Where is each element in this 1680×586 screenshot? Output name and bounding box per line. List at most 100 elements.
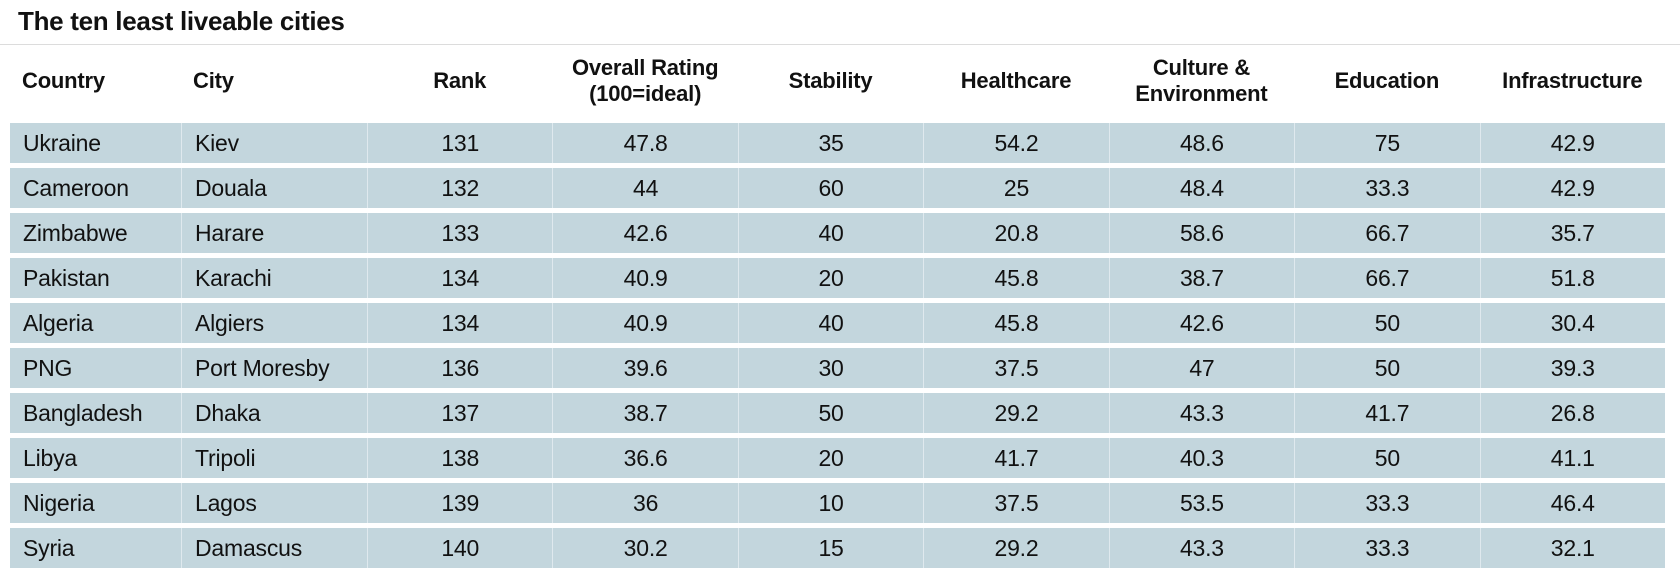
cell-infrastructure: 26.8 bbox=[1479, 393, 1665, 433]
cell-overall-rating: 39.6 bbox=[552, 348, 737, 388]
cell-city: Damascus bbox=[181, 528, 367, 568]
cell-culture-environment: 43.3 bbox=[1108, 528, 1294, 568]
cell-culture-environment: 40.3 bbox=[1108, 438, 1294, 478]
cell-country: PNG bbox=[23, 354, 73, 381]
title-divider bbox=[0, 44, 1680, 45]
column-header-rank: Rank bbox=[433, 68, 487, 93]
cell-overall-rating: 42.6 bbox=[552, 213, 737, 253]
cell-healthcare: 37.5 bbox=[923, 483, 1108, 523]
cell-education: 33.3 bbox=[1294, 168, 1479, 208]
cell-rank: 137 bbox=[367, 393, 552, 433]
column-header-culture-environment: Culture & Environment bbox=[1135, 55, 1268, 106]
cell-infrastructure: 41.1 bbox=[1479, 438, 1665, 478]
table-row-harare: Zimbabwe Harare 133 42.6 40 20.8 58.6 66.7 35.7 bbox=[10, 213, 1665, 253]
column-header-healthcare: Healthcare bbox=[960, 68, 1072, 93]
cell-city: Lagos bbox=[181, 483, 367, 523]
cell-overall-rating: 44 bbox=[552, 168, 737, 208]
table-row-algiers: Algeria Algiers 134 40.9 40 45.8 42.6 50 30.4 bbox=[10, 303, 1665, 343]
cell-education: 66.7 bbox=[1294, 213, 1479, 253]
cell-infrastructure: 46.4 bbox=[1479, 483, 1665, 523]
cell-rank: 132 bbox=[367, 168, 552, 208]
cell-country: Zimbabwe bbox=[23, 219, 128, 246]
cell-overall-rating: 30.2 bbox=[552, 528, 737, 568]
cell-stability: 40 bbox=[737, 213, 923, 253]
column-header-infrastructure: Infrastructure bbox=[1502, 68, 1643, 93]
cell-infrastructure: 30.4 bbox=[1479, 303, 1665, 343]
column-header-country: Country bbox=[22, 68, 105, 93]
cell-stability: 20 bbox=[737, 258, 923, 298]
cell-stability: 30 bbox=[737, 348, 923, 388]
cell-city: Algiers bbox=[181, 303, 367, 343]
cell-culture-environment: 47 bbox=[1108, 348, 1294, 388]
cell-country: Ukraine bbox=[23, 129, 101, 156]
cell-culture-environment: 43.3 bbox=[1108, 393, 1294, 433]
cell-city: Dhaka bbox=[181, 393, 367, 433]
cell-stability: 50 bbox=[737, 393, 923, 433]
cell-country: Syria bbox=[23, 534, 75, 561]
cell-education: 50 bbox=[1294, 438, 1479, 478]
cell-rank: 136 bbox=[367, 348, 552, 388]
cell-country: Bangladesh bbox=[23, 399, 143, 426]
cell-city: Douala bbox=[181, 168, 367, 208]
cell-stability: 35 bbox=[737, 123, 923, 163]
cell-country: Nigeria bbox=[23, 489, 95, 516]
cell-city: Karachi bbox=[181, 258, 367, 298]
table-row-dhaka: Bangladesh Dhaka 137 38.7 50 29.2 43.3 41.7 26.8 bbox=[10, 393, 1665, 433]
cell-healthcare: 20.8 bbox=[923, 213, 1108, 253]
cell-healthcare: 29.2 bbox=[923, 528, 1108, 568]
cell-culture-environment: 48.6 bbox=[1108, 123, 1294, 163]
cell-rank: 138 bbox=[367, 438, 552, 478]
cell-country: Cameroon bbox=[23, 174, 129, 201]
cell-infrastructure: 42.9 bbox=[1479, 168, 1665, 208]
table-body: Ukraine Kiev 131 47.8 35 54.2 48.6 75 42.9 Camero… bbox=[10, 123, 1665, 568]
cell-healthcare: 37.5 bbox=[923, 348, 1108, 388]
cell-country: Pakistan bbox=[23, 264, 110, 291]
cell-country: Libya bbox=[23, 444, 77, 471]
cell-rank: 133 bbox=[367, 213, 552, 253]
cell-rank: 140 bbox=[367, 528, 552, 568]
cell-city: Port Moresby bbox=[181, 348, 367, 388]
cell-city: Tripoli bbox=[181, 438, 367, 478]
cell-healthcare: 25 bbox=[923, 168, 1108, 208]
cell-infrastructure: 32.1 bbox=[1479, 528, 1665, 568]
cell-education: 33.3 bbox=[1294, 528, 1479, 568]
cell-stability: 40 bbox=[737, 303, 923, 343]
column-header-stability: Stability bbox=[788, 68, 873, 93]
cell-overall-rating: 40.9 bbox=[552, 303, 737, 343]
cell-education: 75 bbox=[1294, 123, 1479, 163]
cell-overall-rating: 47.8 bbox=[552, 123, 737, 163]
cell-education: 41.7 bbox=[1294, 393, 1479, 433]
column-header-city: City bbox=[193, 68, 234, 93]
table-row-douala: Cameroon Douala 132 44 60 25 48.4 33.3 42.9 bbox=[10, 168, 1665, 208]
table-row-kiev: Ukraine Kiev 131 47.8 35 54.2 48.6 75 42.9 bbox=[10, 123, 1665, 163]
cell-infrastructure: 35.7 bbox=[1479, 213, 1665, 253]
cell-infrastructure: 39.3 bbox=[1479, 348, 1665, 388]
cell-overall-rating: 38.7 bbox=[552, 393, 737, 433]
cell-stability: 10 bbox=[737, 483, 923, 523]
cell-overall-rating: 40.9 bbox=[552, 258, 737, 298]
cell-education: 33.3 bbox=[1294, 483, 1479, 523]
cell-overall-rating: 36 bbox=[552, 483, 737, 523]
cell-healthcare: 54.2 bbox=[923, 123, 1108, 163]
cell-culture-environment: 48.4 bbox=[1108, 168, 1294, 208]
cell-rank: 134 bbox=[367, 303, 552, 343]
cell-rank: 139 bbox=[367, 483, 552, 523]
table-row-tripoli: Libya Tripoli 138 36.6 20 41.7 40.3 50 41.1 bbox=[10, 438, 1665, 478]
cell-healthcare: 45.8 bbox=[923, 303, 1108, 343]
table-row-karachi: Pakistan Karachi 134 40.9 20 45.8 38.7 66.7 51.8 bbox=[10, 258, 1665, 298]
cell-city: Kiev bbox=[181, 123, 367, 163]
cell-overall-rating: 36.6 bbox=[552, 438, 737, 478]
cell-healthcare: 41.7 bbox=[923, 438, 1108, 478]
cell-rank: 134 bbox=[367, 258, 552, 298]
cell-education: 66.7 bbox=[1294, 258, 1479, 298]
table-row-damascus: Syria Damascus 140 30.2 15 29.2 43.3 33.3 32.1 bbox=[10, 528, 1665, 568]
cell-stability: 20 bbox=[737, 438, 923, 478]
figure-title: The ten least liveable cities bbox=[18, 6, 345, 36]
cell-infrastructure: 51.8 bbox=[1479, 258, 1665, 298]
cell-city: Harare bbox=[181, 213, 367, 253]
cell-country: Algeria bbox=[23, 309, 94, 336]
column-header-education: Education bbox=[1334, 68, 1440, 93]
cell-education: 50 bbox=[1294, 348, 1479, 388]
table-row-lagos: Nigeria Lagos 139 36 10 37.5 53.5 33.3 46.4 bbox=[10, 483, 1665, 523]
